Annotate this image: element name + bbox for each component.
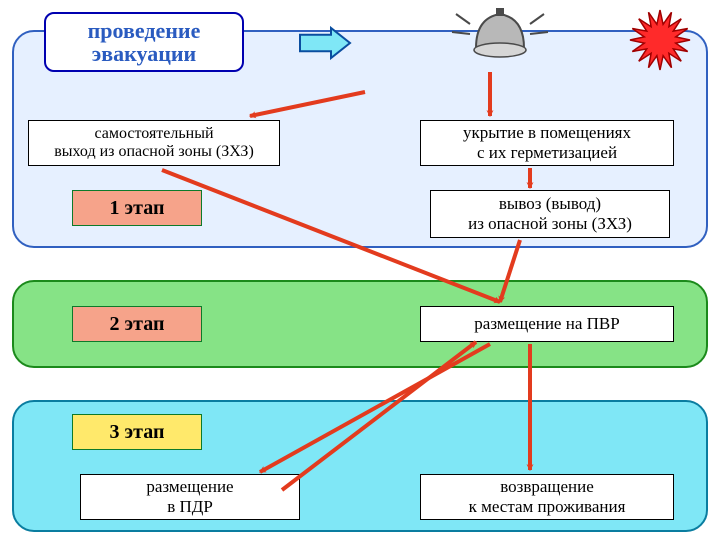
stage-1-label: 1 этап <box>72 190 202 226</box>
diagram-title: проведение эвакуации <box>44 12 244 72</box>
stage-2-label: 2 этап <box>72 306 202 342</box>
node-shelter: укрытие в помещениях с их герметизацией <box>420 120 674 166</box>
node-self-exit-text: самостоятельный выход из опасной зоны (З… <box>54 125 254 162</box>
node-return-home-text: возвращение к местам проживания <box>469 477 626 516</box>
node-pdr: размещение в ПДР <box>80 474 300 520</box>
node-evac-out: вывоз (вывод) из опасной зоны (ЗХЗ) <box>430 190 670 238</box>
node-pdr-text: размещение в ПДР <box>146 477 233 516</box>
node-return-home: возвращение к местам проживания <box>420 474 674 520</box>
node-pvr-text: размещение на ПВР <box>474 314 619 334</box>
stage-1-text: 1 этап <box>110 197 165 220</box>
node-shelter-text: укрытие в помещениях с их герметизацией <box>463 123 631 162</box>
stage-2-text: 2 этап <box>110 313 165 336</box>
stage-3-label: 3 этап <box>72 414 202 450</box>
node-self-exit: самостоятельный выход из опасной зоны (З… <box>28 120 280 166</box>
diagram-title-text: проведение эвакуации <box>88 19 201 65</box>
node-evac-out-text: вывоз (вывод) из опасной зоны (ЗХЗ) <box>468 194 632 233</box>
node-pvr: размещение на ПВР <box>420 306 674 342</box>
stage-3-text: 3 этап <box>110 421 165 444</box>
